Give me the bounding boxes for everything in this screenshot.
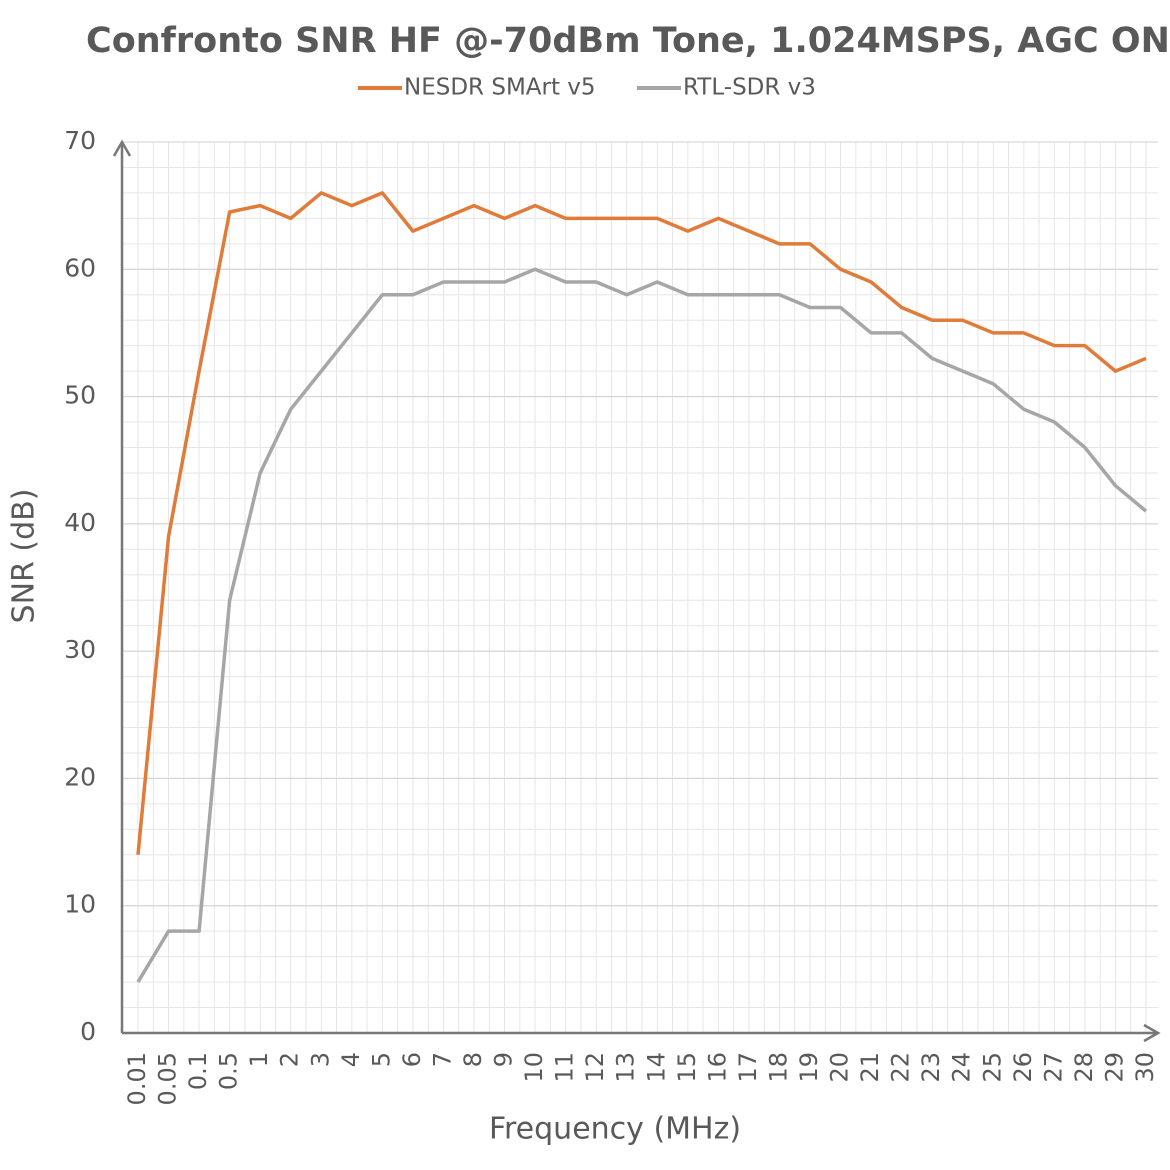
x-tick-label: 18 xyxy=(764,1052,792,1083)
y-axis-arrow xyxy=(112,139,132,157)
x-tick-label: 6 xyxy=(398,1052,426,1067)
x-tick-label: 0.05 xyxy=(154,1052,182,1105)
x-tick-label: 29 xyxy=(1100,1052,1128,1083)
y-tick-label: 50 xyxy=(64,381,96,410)
x-tick-label: 5 xyxy=(367,1052,395,1067)
x-tick-label: 21 xyxy=(856,1052,884,1083)
x-axis-arrow xyxy=(1143,1023,1161,1043)
x-tick-label: 27 xyxy=(1039,1052,1067,1083)
x-tick-label: 20 xyxy=(826,1052,854,1083)
legend-label: RTL-SDR v3 xyxy=(683,75,816,101)
x-axis-label: Frequency (MHz) xyxy=(489,1112,741,1147)
x-tick-label: 13 xyxy=(612,1052,640,1083)
x-tick-label: 4 xyxy=(337,1052,365,1067)
x-tick-label: 23 xyxy=(917,1052,945,1083)
y-tick-label: 60 xyxy=(64,253,96,282)
x-tick-label: 19 xyxy=(795,1052,823,1083)
y-tick-label: 0 xyxy=(80,1017,96,1046)
series-line xyxy=(136,267,1148,983)
y-axis-label: SNR (dB) xyxy=(7,489,42,624)
x-tick-label: 0.5 xyxy=(215,1052,243,1090)
x-tick-label: 7 xyxy=(428,1052,456,1067)
x-tick-label: 3 xyxy=(306,1052,334,1067)
x-tick-label: 28 xyxy=(1070,1052,1098,1083)
chart-title: Confronto SNR HF @-70dBm Tone, 1.024MSPS… xyxy=(86,21,1170,61)
x-tick-label: 0.1 xyxy=(184,1052,212,1090)
x-tick-label: 15 xyxy=(673,1052,701,1083)
x-tick-label: 22 xyxy=(887,1052,915,1083)
x-tick-label: 9 xyxy=(490,1052,518,1067)
x-tick-label: 10 xyxy=(520,1052,548,1083)
x-tick-label: 2 xyxy=(276,1052,304,1067)
x-tick-label: 16 xyxy=(703,1052,731,1083)
x-tick-label: 30 xyxy=(1131,1052,1159,1083)
x-tick-label: 11 xyxy=(551,1052,579,1083)
x-tick-label: 1 xyxy=(245,1052,273,1067)
legend-label: NESDR SMArt v5 xyxy=(404,75,596,101)
x-tick-label: 25 xyxy=(978,1052,1006,1083)
y-tick-label: 20 xyxy=(64,762,96,791)
x-tick-label: 26 xyxy=(1009,1052,1037,1083)
x-tick-label: 0.01 xyxy=(123,1052,151,1105)
y-tick-label: 30 xyxy=(64,635,96,664)
y-tick-label: 70 xyxy=(64,126,96,155)
series-line xyxy=(136,191,1147,855)
x-tick-label: 8 xyxy=(459,1052,487,1067)
x-tick-label: 14 xyxy=(642,1052,670,1083)
x-tick-label: 12 xyxy=(581,1052,609,1083)
x-tick-label: 17 xyxy=(734,1052,762,1083)
y-tick-label: 40 xyxy=(64,508,96,537)
x-tick-label: 24 xyxy=(948,1052,976,1083)
y-tick-label: 10 xyxy=(64,890,96,919)
